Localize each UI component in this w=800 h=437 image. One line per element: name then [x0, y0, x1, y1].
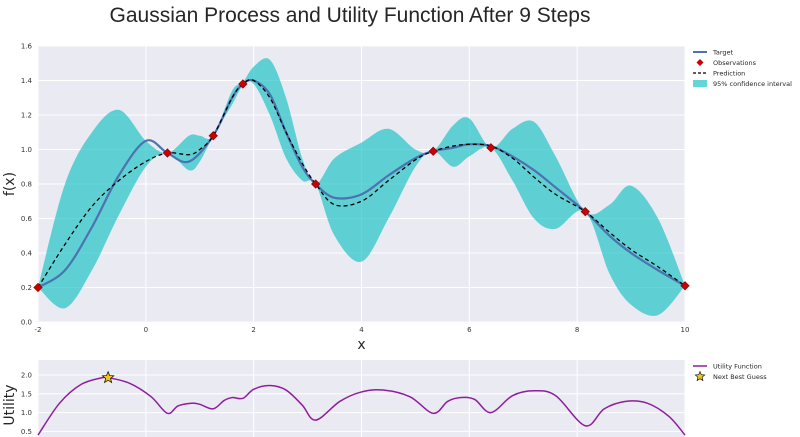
gp-gridlines	[37, 45, 686, 323]
utility-y-tick-label: 2.0	[21, 372, 32, 380]
y-tick-label: 0.8	[21, 181, 32, 189]
observation-marker	[208, 131, 218, 141]
observation-markers	[33, 79, 690, 293]
chart-title: Gaussian Process and Utility Function Af…	[109, 4, 591, 27]
next-best-guess-star	[101, 370, 115, 384]
gp-legend: Target Observations Prediction 95% confiden…	[693, 48, 792, 88]
y-tick-label: 1.4	[21, 77, 33, 85]
x-tick-label: 10	[681, 326, 690, 334]
legend-next-guess-swatch	[694, 370, 706, 382]
utility-legend-label: Utility Function	[713, 362, 762, 370]
x-tick-label: -2	[35, 326, 42, 334]
gp-y-tick-labels: 0.0 0.2 0.4 0.6 0.8 1.0 1.2 1.4 1.6	[21, 43, 33, 327]
utility-legend: Utility Function Next Best Guess	[693, 362, 767, 382]
x-tick-label: 6	[467, 326, 472, 334]
observation-marker	[238, 79, 248, 89]
observation-marker	[680, 281, 690, 291]
utility-y-tick-label: 1.5	[21, 390, 32, 398]
gp-x-axis-label: x	[357, 337, 365, 353]
utility-y-tick-labels: 0.5 1.0 1.5 2.0	[21, 372, 32, 436]
x-tick-label: 4	[359, 326, 364, 334]
legend-label: Observations	[713, 59, 757, 67]
y-tick-label: 0.6	[21, 215, 33, 223]
x-tick-label: 2	[251, 326, 255, 334]
gp-x-tick-labels: -2 0 2 4 6 8 10	[35, 326, 690, 334]
confidence-interval-area	[38, 58, 685, 316]
y-tick-label: 0.2	[21, 284, 32, 292]
y-tick-label: 0.4	[21, 250, 33, 258]
observation-marker	[486, 143, 496, 153]
utility-legend-label: Next Best Guess	[713, 373, 767, 381]
y-tick-label: 1.6	[21, 43, 33, 51]
observation-marker	[162, 148, 173, 158]
observation-marker	[311, 179, 321, 189]
x-tick-label: 8	[575, 326, 579, 334]
y-tick-label: 1.2	[21, 112, 32, 120]
y-tick-label: 1.0	[21, 146, 32, 154]
utility-panel: 0.5 1.0 1.5 2.0 Utility	[2, 360, 686, 437]
utility-y-tick-label: 1.0	[21, 409, 32, 417]
legend-label: Target	[712, 48, 734, 56]
y-tick-label: 0.0	[21, 319, 32, 327]
x-tick-label: 0	[144, 326, 148, 334]
legend-label: 95% confidence interval	[713, 80, 792, 88]
observation-marker	[33, 282, 43, 293]
utility-gridlines	[37, 360, 686, 437]
utility-y-axis-label: Utility	[2, 384, 18, 425]
gp-y-axis-label: f(x)	[2, 172, 18, 196]
gp-panel: -2 0 2 4 6 8 10 0.00.20.40.60.81.01.21.41.6 x …	[2, 43, 690, 353]
utility-y-tick-label: 0.5	[21, 428, 32, 436]
legend-label: Prediction	[713, 69, 745, 77]
observation-marker	[428, 146, 438, 156]
observation-marker	[580, 206, 590, 217]
utility-function-line	[37, 376, 686, 436]
legend-confidence-swatch	[693, 80, 707, 87]
legend-observations-swatch	[696, 59, 704, 66]
